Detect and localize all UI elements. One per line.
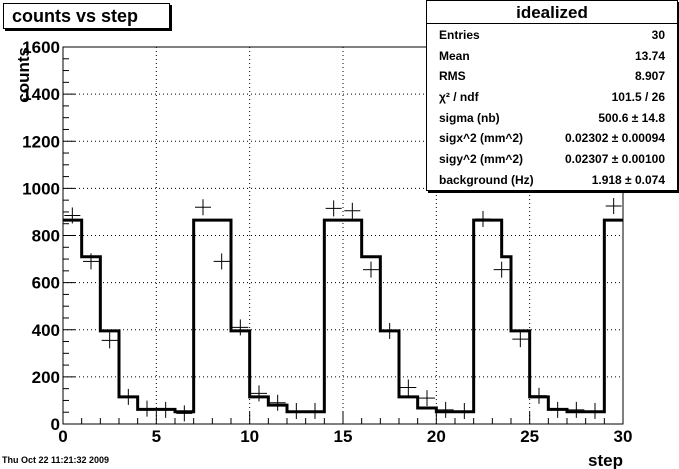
y-tick-label: 1400 bbox=[22, 85, 60, 104]
data-point bbox=[83, 253, 99, 270]
footer-date: Thu Oct 22 11:21:32 2009 bbox=[2, 455, 110, 465]
x-tick-label: 30 bbox=[614, 427, 633, 446]
x-axis-label: step bbox=[588, 451, 623, 469]
data-point bbox=[400, 379, 417, 396]
stats-value: 30 bbox=[651, 28, 665, 42]
y-tick-label: 1000 bbox=[22, 179, 60, 198]
title-box: counts vs step bbox=[3, 3, 170, 29]
y-tick-label: 600 bbox=[32, 274, 60, 293]
data-point bbox=[475, 211, 491, 228]
y-tick-label: 200 bbox=[32, 368, 60, 387]
data-point bbox=[157, 401, 174, 418]
data-point bbox=[531, 387, 547, 404]
data-point bbox=[101, 332, 118, 349]
data-point bbox=[64, 207, 81, 224]
histogram-line bbox=[63, 218, 623, 414]
stats-row-entries: Entries 30 bbox=[427, 24, 677, 45]
data-point bbox=[195, 199, 211, 216]
stats-value: 0.02307 ± 0.00100 bbox=[564, 152, 665, 167]
data-point bbox=[605, 198, 622, 215]
stats-label: background (Hz) bbox=[439, 172, 534, 187]
stats-label: Entries bbox=[439, 28, 480, 42]
data-point bbox=[120, 388, 137, 405]
y-tick-label: 1600 bbox=[22, 38, 60, 57]
stats-box: idealized Entries 30 Mean 13.74 RMS 8.90… bbox=[426, 0, 678, 191]
stats-value: 500.6 ± 14.8 bbox=[598, 110, 665, 125]
stats-row-chi2: χ² / ndf 101.5 / 26 bbox=[427, 86, 677, 107]
data-point bbox=[512, 331, 529, 348]
y-tick-label: 0 bbox=[51, 415, 60, 434]
y-axis-label: counts bbox=[14, 47, 33, 103]
data-point bbox=[307, 403, 323, 420]
stats-label: χ² / ndf bbox=[439, 90, 479, 105]
y-tick-label: 400 bbox=[32, 321, 60, 340]
data-point bbox=[344, 202, 361, 219]
data-point bbox=[493, 261, 510, 278]
data-point bbox=[251, 385, 267, 402]
stats-label: sigy^2 (mm^2) bbox=[439, 152, 524, 167]
data-point bbox=[363, 261, 379, 278]
data-point bbox=[587, 403, 603, 420]
data-point bbox=[325, 200, 342, 217]
data-point bbox=[232, 319, 249, 336]
x-tick-label: 5 bbox=[152, 427, 161, 446]
stats-title: idealized bbox=[427, 1, 677, 24]
stats-label: Mean bbox=[439, 48, 470, 63]
stats-label: RMS bbox=[439, 69, 466, 84]
x-tick-label: 10 bbox=[240, 427, 259, 446]
x-tick-label: 0 bbox=[58, 427, 67, 446]
stats-value: 8.907 bbox=[634, 69, 665, 84]
data-point bbox=[381, 322, 398, 339]
stats-row-mean: Mean 13.74 bbox=[427, 45, 677, 66]
stats-value: 13.74 bbox=[634, 48, 665, 63]
data-point bbox=[549, 401, 566, 418]
stats-label: sigx^2 (mm^2) bbox=[439, 131, 524, 146]
stats-row-sigx: sigx^2 (mm^2) 0.02302 ± 0.00094 bbox=[427, 127, 677, 148]
data-point bbox=[139, 400, 155, 417]
stats-row-sigy: sigy^2 (mm^2) 0.02307 ± 0.00100 bbox=[427, 148, 677, 169]
stats-value: 1.918 ± 0.074 bbox=[591, 172, 665, 187]
y-tick-label: 1200 bbox=[22, 132, 60, 151]
stats-label: sigma (nb) bbox=[439, 110, 500, 125]
data-point bbox=[419, 390, 435, 407]
y-tick-label: 800 bbox=[32, 227, 60, 246]
x-tick-label: 15 bbox=[334, 427, 353, 446]
stats-row-sigma: sigma (nb) 500.6 ± 14.8 bbox=[427, 107, 677, 128]
data-point bbox=[213, 253, 230, 270]
data-point bbox=[437, 401, 454, 418]
data-point bbox=[288, 403, 305, 420]
stats-value: 0.02302 ± 0.00094 bbox=[564, 131, 665, 146]
x-tick-label: 20 bbox=[427, 427, 446, 446]
stats-row-rms: RMS 8.907 bbox=[427, 65, 677, 86]
data-point bbox=[176, 405, 193, 422]
stats-row-background: background (Hz) 1.918 ± 0.074 bbox=[427, 169, 677, 190]
chart-title: counts vs step bbox=[12, 6, 139, 26]
x-tick-label: 25 bbox=[520, 427, 539, 446]
data-point bbox=[269, 394, 286, 411]
data-point bbox=[568, 401, 585, 418]
data-point bbox=[456, 403, 473, 420]
stats-value: 101.5 / 26 bbox=[611, 90, 665, 105]
